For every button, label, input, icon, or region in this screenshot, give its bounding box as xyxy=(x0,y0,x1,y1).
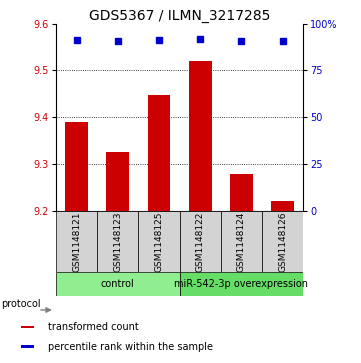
Bar xyxy=(180,211,221,272)
Title: GDS5367 / ILMN_3217285: GDS5367 / ILMN_3217285 xyxy=(89,9,270,23)
Text: GSM1148123: GSM1148123 xyxy=(113,211,122,272)
Text: transformed count: transformed count xyxy=(48,322,138,332)
Bar xyxy=(262,211,303,272)
Bar xyxy=(189,61,212,211)
Bar xyxy=(230,174,253,211)
Bar xyxy=(138,211,180,272)
Bar xyxy=(97,211,138,272)
Bar xyxy=(56,272,180,296)
Bar xyxy=(106,152,129,211)
Bar xyxy=(221,211,262,272)
Bar xyxy=(56,211,97,272)
Bar xyxy=(21,346,34,348)
Text: protocol: protocol xyxy=(1,299,41,309)
Text: percentile rank within the sample: percentile rank within the sample xyxy=(48,342,213,352)
Text: GSM1148125: GSM1148125 xyxy=(155,211,164,272)
Text: GSM1148124: GSM1148124 xyxy=(237,211,246,272)
Bar xyxy=(148,95,170,211)
Text: GSM1148122: GSM1148122 xyxy=(196,211,205,272)
Text: miR-542-3p overexpression: miR-542-3p overexpression xyxy=(174,279,308,289)
Bar xyxy=(21,326,34,328)
Bar xyxy=(180,272,303,296)
Text: GSM1148121: GSM1148121 xyxy=(72,211,81,272)
Text: control: control xyxy=(101,279,135,289)
Bar xyxy=(271,201,294,211)
Bar xyxy=(65,122,88,211)
Text: GSM1148126: GSM1148126 xyxy=(278,211,287,272)
